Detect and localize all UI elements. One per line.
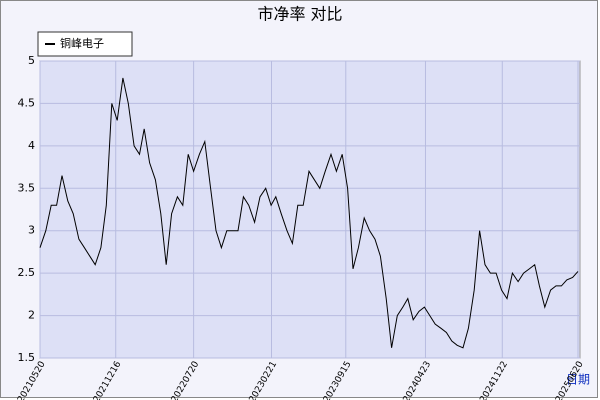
- y-tick-label: 5: [28, 54, 35, 67]
- series-line: [39, 77, 579, 349]
- y-tick-label: 3.5: [18, 181, 36, 194]
- x-axis-label: 日期: [566, 373, 590, 387]
- y-tick-label: 2.5: [18, 266, 36, 279]
- y-tick-label: 4.5: [18, 96, 36, 109]
- chart-title: 市净率 对比: [257, 5, 342, 24]
- y-tick-label: 2: [28, 309, 35, 322]
- legend-label: 铜峰电子: [60, 36, 104, 50]
- y-tick-label: 1.5: [18, 351, 36, 364]
- y-tick-label: 3: [28, 224, 35, 237]
- y-tick-label: 4: [28, 139, 35, 152]
- plot-area: [39, 60, 581, 359]
